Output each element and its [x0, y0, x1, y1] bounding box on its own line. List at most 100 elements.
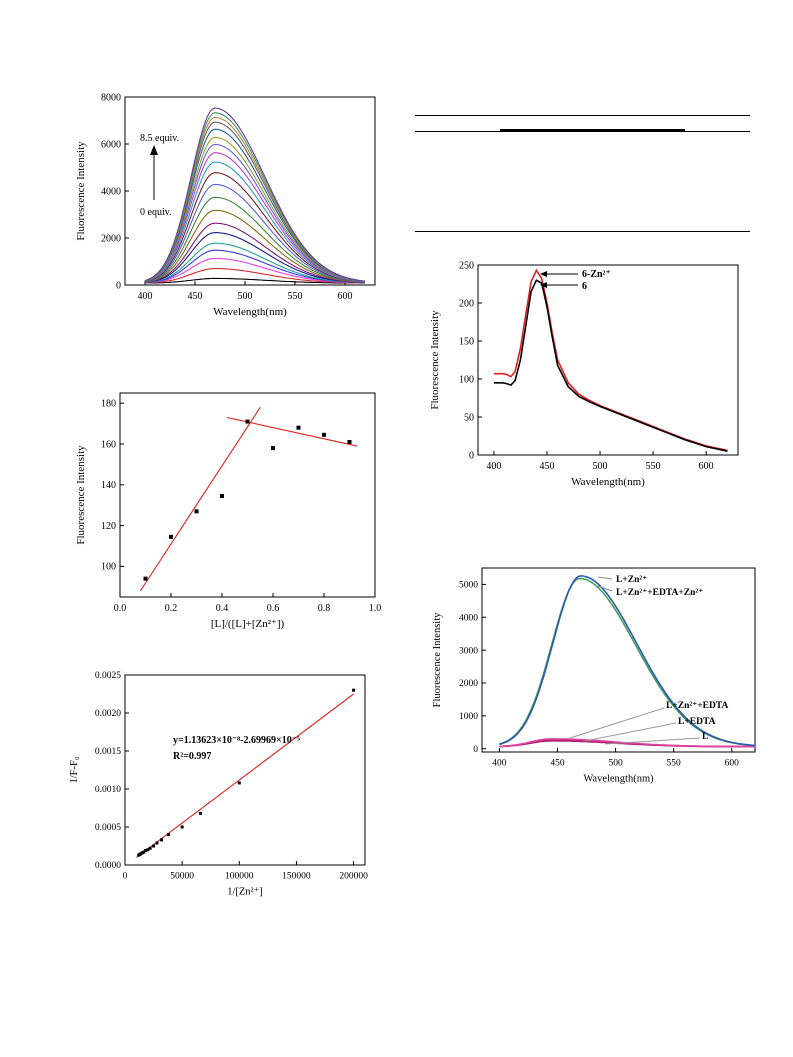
annotation-zero-equiv: 0 equiv.	[140, 207, 172, 218]
x-axis-label: 1/[Zn²⁺]	[227, 887, 263, 898]
plot-frame	[481, 567, 756, 753]
fit-line	[139, 406, 261, 592]
series-label-6-zn: 6-Zn²⁺	[582, 269, 611, 280]
x-tick-label: 200000	[339, 872, 368, 882]
regression-equation: y=1.13623×10⁻⁸-2.69969×10⁻⁵	[173, 735, 300, 746]
data-point	[152, 844, 156, 848]
data-point	[169, 534, 173, 539]
table-rule-middle	[415, 131, 750, 132]
x-tick-label: 450	[188, 291, 203, 302]
compound-6-svg: 400 450 500 550 600 0 50 100 150 200 250 Wavelength…	[429, 260, 739, 488]
y-tick-label: 50	[464, 412, 474, 423]
spectrum-line	[493, 279, 728, 452]
y-tick-label: 140	[101, 480, 116, 491]
spectrum-line	[499, 575, 756, 747]
titration-curve	[144, 136, 366, 283]
titration-curve	[144, 242, 366, 284]
data-point	[143, 576, 148, 581]
x-tick-label: 100000	[225, 872, 254, 882]
y-tick-label: 180	[101, 399, 116, 410]
fit-line	[136, 693, 354, 858]
leader-line	[604, 737, 701, 745]
y-axis-label: Fluorescence Intensity	[75, 141, 87, 241]
x-tick-label: 450	[539, 461, 554, 472]
compound-6-chart: 400 450 500 550 600 0 50 100 150 200 250 Wavelength…	[420, 255, 750, 500]
x-tick-label: 550	[646, 461, 661, 472]
spectrum-line	[499, 577, 756, 747]
y-tick-label: 0	[469, 450, 474, 461]
y-tick-label: 5000	[459, 581, 478, 591]
plot-frame	[124, 674, 366, 866]
job-plot-svg: 0.0 0.2 0.4 0.6 0.8 1.0 100 120 140 160 180 [L]/([L…	[75, 392, 382, 630]
x-tick-label: 400	[138, 291, 153, 302]
y-tick-label: 200	[459, 298, 474, 309]
x-axis-label: Wavelength(nm)	[583, 774, 654, 785]
x-tick-label: 1.0	[369, 603, 382, 614]
x-tick-label: 0	[123, 872, 128, 882]
data-point	[322, 432, 326, 437]
x-tick-label: 400	[486, 461, 501, 472]
data-point	[220, 494, 224, 499]
y-tick-label: 250	[459, 260, 474, 271]
data-point	[347, 439, 352, 444]
data-point	[140, 851, 144, 855]
data-point	[237, 781, 241, 785]
y-axis-label: 1/F-F₀	[69, 756, 80, 783]
y-tick-label: 2000	[101, 233, 121, 244]
x-tick-label: 500	[608, 759, 623, 769]
titration-curve	[144, 257, 365, 284]
series-label-6: 6	[582, 281, 587, 292]
data-point	[245, 419, 250, 424]
data-point	[155, 841, 159, 845]
benesi-hildebrand-svg: 0 50000 100000 150000 200000 0.0000 0.0005 0.00…	[69, 671, 368, 898]
data-point	[146, 848, 150, 852]
y-tick-label: 2000	[459, 679, 478, 689]
series-label-l-edta: L+EDTA	[678, 717, 716, 727]
table-rule-top	[415, 115, 750, 116]
x-axis-label: Wavelength(nm)	[213, 306, 287, 318]
y-tick-label: 0.0020	[95, 709, 121, 719]
titration-chart: 400 450 500 550 600 0 2000 4000 6000 8000 Waveleng…	[70, 85, 380, 325]
titration-curve	[144, 232, 366, 284]
benesi-hildebrand-chart: 0 50000 100000 150000 200000 0.0000 0.0005 0.00…	[65, 665, 385, 915]
y-tick-label: 160	[101, 439, 116, 450]
y-axis-label: Fluorescence Intensity	[429, 310, 441, 410]
x-tick-label: 550	[288, 291, 303, 302]
y-tick-label: 0.0010	[95, 785, 121, 795]
leader-line	[569, 707, 665, 739]
titration-curve	[144, 222, 366, 284]
y-tick-label: 1000	[459, 712, 478, 722]
data-point	[180, 825, 184, 829]
y-tick-label: 0	[473, 745, 478, 755]
x-axis-label: [L]/([L]+[Zn²⁺])	[211, 618, 285, 630]
y-tick-label: 120	[101, 521, 116, 532]
plot-frame	[477, 264, 739, 456]
titration-curve	[144, 196, 366, 283]
series-label-l-zn: L+Zn²⁺	[616, 575, 647, 585]
y-tick-label: 0.0000	[95, 861, 121, 871]
series-label-l: L	[702, 732, 708, 742]
y-tick-label: 3000	[459, 646, 478, 656]
data-point	[160, 838, 164, 842]
y-axis-label: Fluorescence Intensity	[432, 612, 443, 708]
titration-curve	[144, 161, 366, 283]
titration-curve	[144, 172, 366, 283]
titration-curve	[144, 152, 366, 283]
label-arrowhead	[540, 271, 547, 277]
titration-curve	[144, 128, 366, 282]
table-rule-bottom	[415, 231, 750, 232]
x-tick-label: 400	[492, 759, 507, 769]
y-tick-label: 100	[459, 374, 474, 385]
job-plot-chart: 0.0 0.2 0.4 0.6 0.8 1.0 100 120 140 160 180 [L]/([L…	[70, 385, 385, 635]
x-tick-label: 0.4	[216, 603, 229, 614]
x-tick-label: 500	[593, 461, 608, 472]
titration-curve	[144, 183, 366, 283]
leader-line	[597, 576, 613, 580]
y-tick-label: 6000	[101, 139, 121, 150]
x-tick-label: 0.2	[165, 603, 178, 614]
annotation-max-equiv: 8.5 equiv.	[140, 133, 179, 144]
x-tick-label: 550	[667, 759, 682, 769]
data-point	[352, 688, 356, 692]
leader-line	[597, 585, 613, 592]
y-tick-label: 0.0005	[95, 823, 121, 833]
